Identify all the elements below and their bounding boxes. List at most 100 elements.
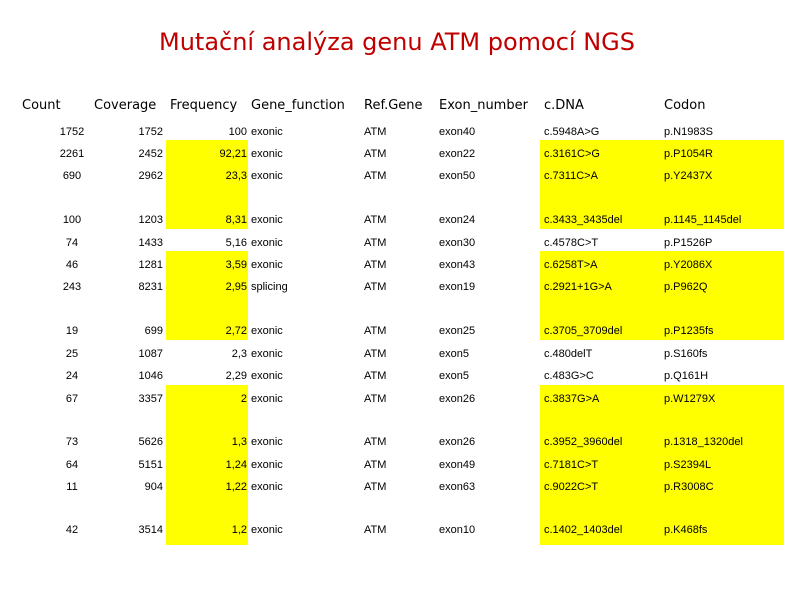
table-row: 67 3357 2 exonic ATM exon26 c.3837G>A p.W1279X xyxy=(0,385,794,421)
variant-highlight xyxy=(540,140,784,163)
cell-frequency: 8,31 xyxy=(225,214,247,226)
cell-frequency: 1,24 xyxy=(225,459,247,471)
table-row: 73 5626 1,3 exonic ATM exon26 c.3952_3960del p.… xyxy=(0,421,794,451)
cell-function: exonic xyxy=(251,170,283,182)
frequency-highlight xyxy=(166,310,248,340)
cell-exon: exon63 xyxy=(439,481,476,493)
variant-highlight xyxy=(540,251,784,274)
cell-gene: ATM xyxy=(364,259,387,271)
header-exon-number: Exon_number xyxy=(439,98,528,113)
cell-frequency: 2 xyxy=(240,393,247,405)
cell-coverage: 3357 xyxy=(138,393,163,405)
cell-gene: ATM xyxy=(364,237,387,249)
cell-coverage: 5626 xyxy=(138,436,163,448)
cell-exon: exon5 xyxy=(439,348,469,360)
cell-exon: exon50 xyxy=(439,170,476,182)
cell-exon: exon10 xyxy=(439,524,476,536)
cell-frequency: 23,3 xyxy=(225,170,247,182)
header-ref-gene: Ref.Gene xyxy=(364,98,423,113)
frequency-highlight xyxy=(166,199,248,229)
cell-codon: p.P962Q xyxy=(664,281,708,293)
cell-coverage: 5151 xyxy=(138,459,163,471)
variant-highlight xyxy=(540,310,784,340)
cell-frequency: 3,59 xyxy=(225,259,247,271)
table-row: 2261 2452 92,21 exonic ATM exon22 c.3161C>G p.P… xyxy=(0,140,794,163)
table-row: 11 904 1,22 exonic ATM exon63 c.9022C>T p.R3008… xyxy=(0,473,794,509)
cell-count: 64 xyxy=(65,459,79,471)
cell-frequency: 92,21 xyxy=(219,148,247,160)
cell-codon: p.Q161H xyxy=(664,370,709,382)
cell-count: 73 xyxy=(65,436,79,448)
cell-function: splicing xyxy=(251,281,288,293)
cell-function: exonic xyxy=(251,126,283,138)
cell-count: 1752 xyxy=(59,126,85,138)
variant-highlight xyxy=(540,421,784,451)
cell-coverage: 2962 xyxy=(138,170,163,182)
cell-cdna: c.3161C>G xyxy=(544,148,600,160)
cell-gene: ATM xyxy=(364,214,387,226)
table-row: 1752 1752 100 exonic ATM exon40 c.5948A>G p.N19… xyxy=(0,118,794,140)
cell-exon: exon49 xyxy=(439,459,476,471)
frequency-highlight xyxy=(166,421,248,451)
variant-highlight xyxy=(540,509,784,545)
cell-gene: ATM xyxy=(364,148,387,160)
cell-cdna: c.3433_3435del xyxy=(544,214,623,226)
cell-gene: ATM xyxy=(364,170,387,182)
table-row: 25 1087 2,3 exonic ATM exon5 c.480delT p.S160fs xyxy=(0,340,794,362)
cell-coverage: 1046 xyxy=(138,370,163,382)
header-count: Count xyxy=(22,98,61,113)
cell-codon: p.P1054R xyxy=(664,148,713,160)
frequency-highlight xyxy=(166,509,248,545)
cell-cdna: c.7181C>T xyxy=(544,459,599,471)
frequency-highlight xyxy=(166,163,248,199)
cell-codon: p.1318_1320del xyxy=(664,436,743,448)
header-coverage: Coverage xyxy=(94,98,157,113)
header-cdna: c.DNA xyxy=(544,98,584,113)
cell-exon: exon26 xyxy=(439,393,476,405)
cell-function: exonic xyxy=(251,214,283,226)
cell-function: exonic xyxy=(251,393,283,405)
cell-exon: exon30 xyxy=(439,237,476,249)
cell-codon: p.K468fs xyxy=(664,524,708,536)
cell-codon: p.S160fs xyxy=(664,348,708,360)
cell-codon: p.P1235fs xyxy=(664,325,714,337)
cell-cdna: c.480delT xyxy=(544,348,593,360)
cell-count: 24 xyxy=(65,370,79,382)
header-codon: Codon xyxy=(664,98,706,113)
cell-exon: exon19 xyxy=(439,281,476,293)
cell-cdna: c.3952_3960del xyxy=(544,436,623,448)
cell-frequency: 2,29 xyxy=(225,370,247,382)
cell-function: exonic xyxy=(251,259,283,271)
cell-cdna: c.9022C>T xyxy=(544,481,599,493)
cell-frequency: 2,95 xyxy=(225,281,247,293)
table-row: 64 5151 1,24 exonic ATM exon49 c.7181C>T p.S239… xyxy=(0,451,794,473)
cell-gene: ATM xyxy=(364,459,387,471)
cell-count: 11 xyxy=(66,481,78,493)
variant-highlight xyxy=(540,473,784,509)
cell-count: 243 xyxy=(62,281,82,293)
frequency-highlight xyxy=(166,274,248,310)
cell-coverage: 699 xyxy=(144,325,163,337)
cell-cdna: c.1402_1403del xyxy=(544,524,623,536)
cell-gene: ATM xyxy=(364,481,387,493)
cell-frequency: 1,3 xyxy=(231,436,247,448)
cell-count: 2261 xyxy=(59,148,85,160)
cell-cdna: c.483G>C xyxy=(544,370,594,382)
cell-gene: ATM xyxy=(364,524,387,536)
cell-codon: p.Y2437X xyxy=(664,170,713,182)
cell-function: exonic xyxy=(251,459,283,471)
cell-codon: p.W1279X xyxy=(664,393,716,405)
variant-highlight xyxy=(540,385,784,421)
cell-codon: p.N1983S xyxy=(664,126,713,138)
cell-cdna: c.3837G>A xyxy=(544,393,600,405)
table-row: 690 2962 23,3 exonic ATM exon50 c.7311C>A p.Y24… xyxy=(0,163,794,199)
cell-coverage: 2452 xyxy=(138,148,163,160)
cell-count: 67 xyxy=(65,393,79,405)
cell-cdna: c.4578C>T xyxy=(544,237,599,249)
cell-function: exonic xyxy=(251,481,283,493)
table-row: 19 699 2,72 exonic ATM exon25 c.3705_3709del p.… xyxy=(0,310,794,340)
cell-function: exonic xyxy=(251,237,283,249)
cell-frequency: 100 xyxy=(228,126,247,138)
cell-exon: exon43 xyxy=(439,259,476,271)
table-row: 243 8231 2,95 splicing ATM exon19 c.2921+1G>A p… xyxy=(0,274,794,310)
